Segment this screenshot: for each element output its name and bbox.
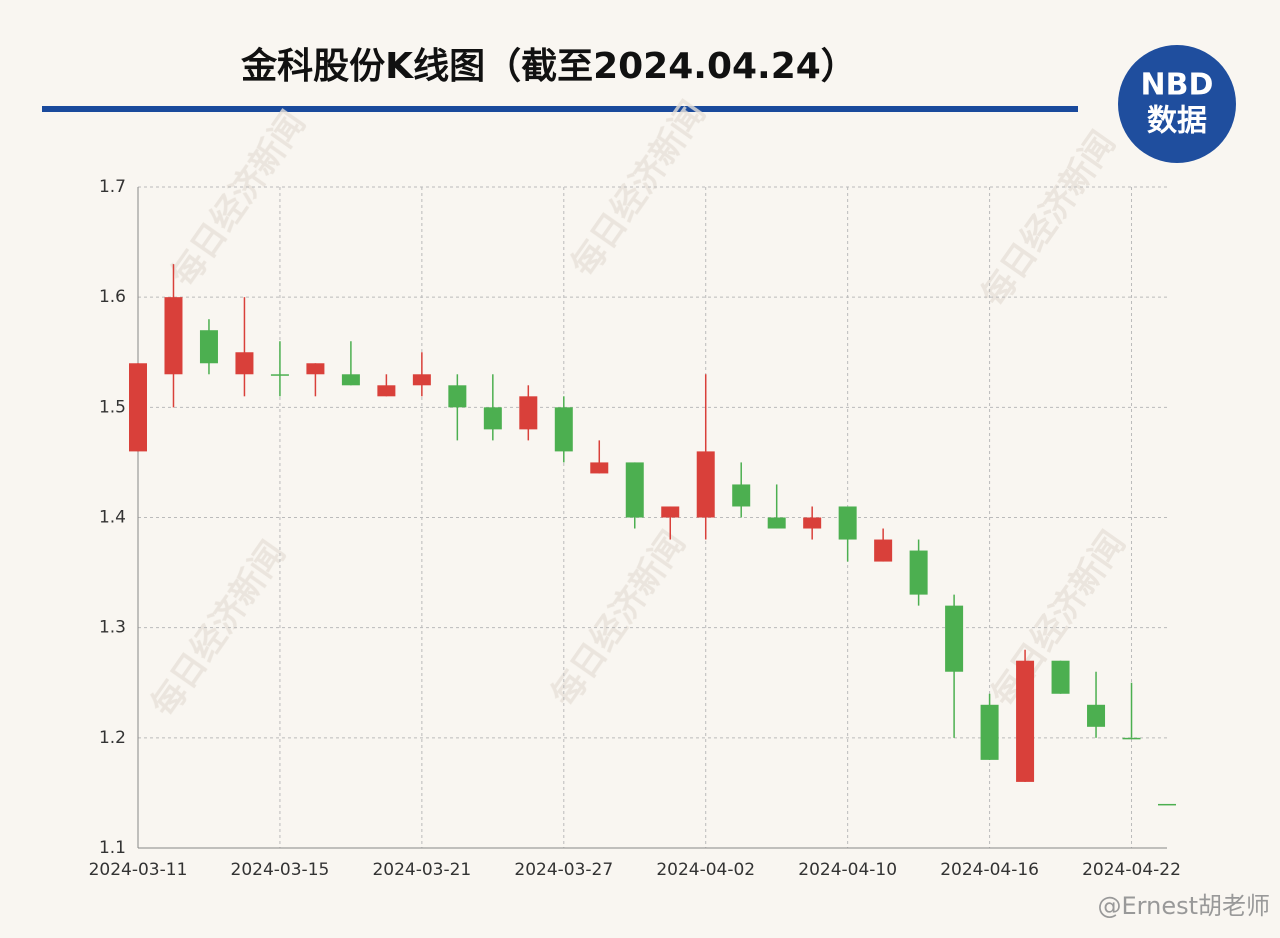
chart-title: 金科股份K线图（截至2024.04.24） (240, 45, 857, 87)
candle-body (767, 517, 786, 529)
candle-body (412, 374, 431, 386)
y-tick-label: 1.6 (99, 287, 126, 307)
candle-body (341, 374, 360, 386)
x-tick-label: 2024-03-11 (89, 860, 188, 880)
y-tick-label: 1.4 (99, 508, 126, 528)
title-rule (42, 106, 1078, 112)
candle-body (1051, 660, 1070, 694)
logo-bottom: 数据 (1147, 104, 1207, 139)
candle-body (199, 330, 218, 364)
candle-body (625, 462, 644, 518)
candle-body (448, 385, 467, 408)
candle-body (519, 396, 538, 430)
x-tick-label: 2024-04-02 (656, 860, 755, 880)
candle-body (129, 363, 147, 452)
x-tick-label: 2024-03-21 (372, 860, 471, 880)
candle-body (1016, 660, 1035, 782)
candle-body (377, 385, 396, 397)
candle-body (661, 506, 680, 518)
credit: @Ernest胡老师 (1098, 892, 1271, 920)
x-tick-label: 2024-03-15 (231, 860, 330, 880)
y-tick-label: 1.2 (99, 728, 126, 748)
logo (1118, 45, 1236, 163)
candle-body (235, 352, 254, 375)
candle-body (270, 374, 289, 376)
candle-body (980, 704, 999, 760)
y-tick-label: 1.5 (99, 397, 126, 417)
x-tick-label: 2024-04-22 (1082, 860, 1181, 880)
x-tick-label: 2024-04-16 (940, 860, 1039, 880)
x-tick-label: 2024-04-10 (798, 860, 897, 880)
y-tick-label: 1.3 (99, 618, 126, 638)
candle-body (483, 407, 502, 430)
candle-body (838, 506, 857, 540)
candle-body (1158, 803, 1176, 806)
candle-body (696, 451, 715, 518)
candle-body (590, 462, 609, 474)
candle-body (164, 297, 183, 375)
candle-body (945, 605, 964, 672)
candle-body (1087, 704, 1106, 727)
candle-body (554, 407, 573, 452)
x-tick-label: 2024-03-27 (514, 860, 613, 880)
candle-body (909, 550, 928, 595)
y-tick-label: 1.7 (99, 177, 126, 197)
candle-body (874, 539, 893, 562)
candle-body (732, 484, 751, 507)
candle-body (803, 517, 822, 529)
logo-top: NBD (1141, 68, 1214, 103)
candle-body (306, 363, 325, 375)
candle-body (1122, 737, 1141, 740)
y-tick-label: 1.1 (99, 838, 126, 858)
